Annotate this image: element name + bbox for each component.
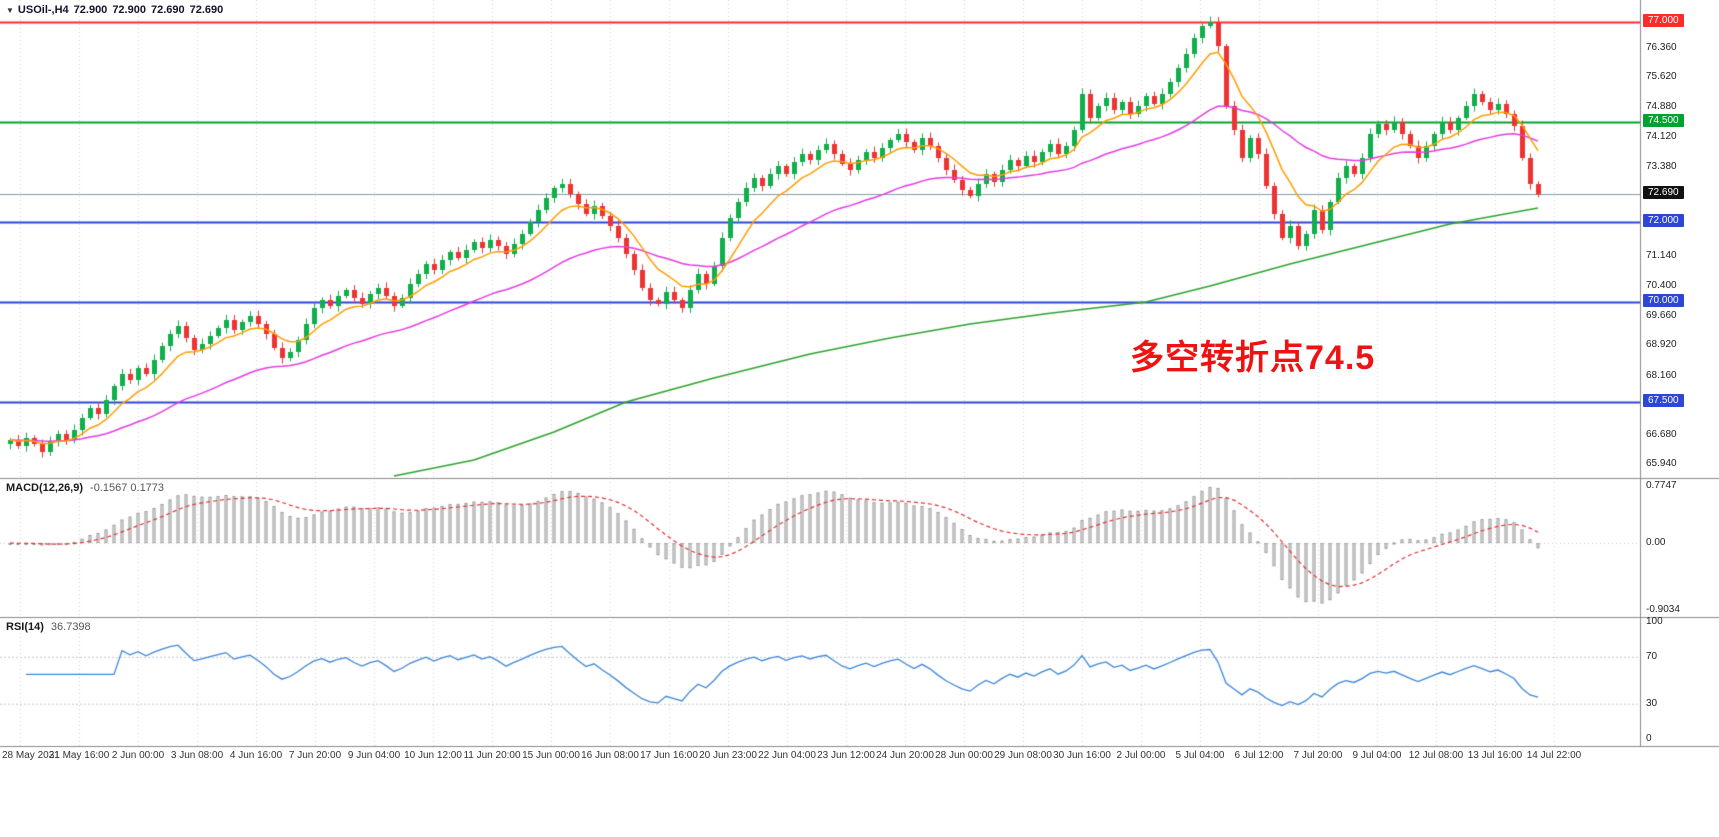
- price-axis-label: 74.880: [1646, 100, 1677, 112]
- price-axis-label: 70.400: [1646, 280, 1677, 291]
- price-axis[interactable]: 76.360 75.620 74.880 74.120 73.380 71.140 70.4…: [1641, 0, 1719, 746]
- rsi-axis-label: 70: [1646, 650, 1658, 662]
- price-axis-label: 65.940: [1646, 458, 1677, 470]
- rsi-axis-label: 100: [1646, 615, 1663, 627]
- price-axis-label: 71.140: [1646, 250, 1677, 262]
- price-level-label: 67.500: [1643, 394, 1684, 407]
- price-axis-label: 68.920: [1646, 339, 1677, 351]
- price-axis-label: 68.160: [1646, 369, 1677, 381]
- rsi-axis[interactable]: 100 70 30 0: [1641, 0, 1719, 746]
- price-axis-label: 66.680: [1646, 428, 1677, 440]
- macd-name: MACD(12,26,9): [6, 482, 84, 494]
- price-level-label: 72.690: [1643, 186, 1684, 200]
- chart-annotation-text: 多空转折点74.5: [1130, 339, 1376, 377]
- symbol-timeframe-label: USOil-,H4: [17, 4, 69, 16]
- price-level-label: 74.500: [1643, 114, 1684, 127]
- rsi-value: 36.7398: [50, 621, 91, 633]
- price-level-label: 77.000: [1643, 14, 1684, 27]
- macd-values: -0.1567 0.1773: [90, 482, 165, 494]
- macd-axis-label: 0.00: [1646, 537, 1666, 549]
- price-level-label: 70.000: [1643, 294, 1684, 307]
- price-axis-label: 73.380: [1646, 160, 1677, 172]
- rsi-name: RSI(14): [6, 621, 44, 633]
- macd-axis[interactable]: 0.7747 0.00 -0.9034: [1641, 0, 1719, 746]
- rsi-axis-label: 0: [1646, 732, 1652, 744]
- rsi-indicator-label: RSI(14) 36.7398: [6, 621, 91, 633]
- macd-axis-label: -0.9034: [1646, 603, 1680, 615]
- price-axis-label: 69.660: [1646, 309, 1677, 321]
- chart-ohlc-info: ▼ USOil-,H4 72.900 72.900 72.690 72.690: [6, 4, 228, 16]
- price-axis-label: 76.360: [1646, 41, 1677, 53]
- ohlc-close-value: 72.690: [189, 4, 224, 16]
- ohlc-low-value: 72.690: [150, 4, 185, 16]
- macd-indicator-label: MACD(12,26,9) -0.1567 0.1773: [6, 482, 164, 494]
- ohlc-open-value: 72.900: [73, 4, 108, 16]
- price-axis-label: 74.120: [1646, 131, 1677, 143]
- macd-axis-label: 0.7747: [1646, 479, 1677, 491]
- price-axis-label: 75.620: [1646, 71, 1677, 83]
- expand-triangle-icon[interactable]: ▼: [6, 5, 14, 15]
- ohlc-high-value: 72.900: [112, 4, 146, 16]
- price-level-label: 72.000: [1643, 214, 1684, 227]
- rsi-axis-label: 30: [1646, 697, 1658, 709]
